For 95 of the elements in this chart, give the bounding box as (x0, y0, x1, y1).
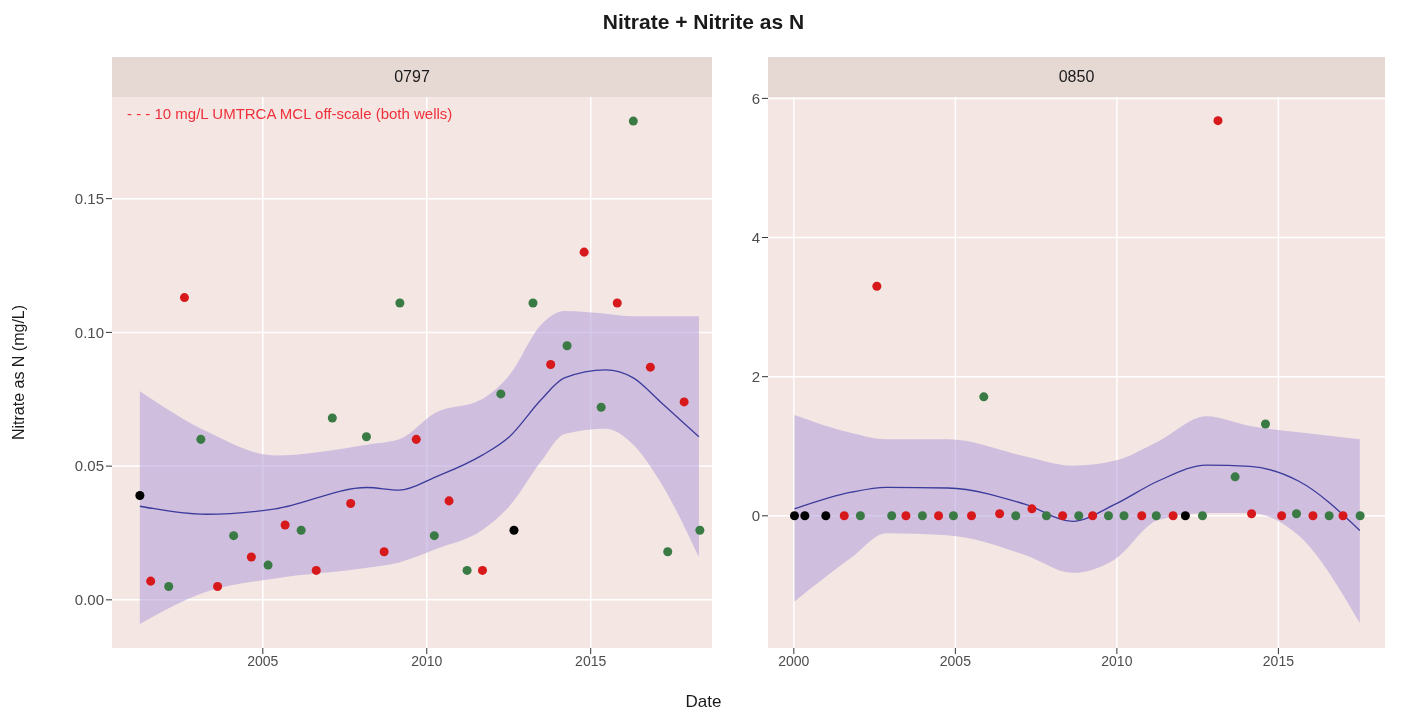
point (1041, 511, 1051, 521)
point (695, 525, 705, 535)
chart-subtitle: 0797 (112, 57, 712, 97)
chart-subtitle: 0850 (768, 57, 1385, 97)
point (1355, 511, 1365, 521)
point (164, 581, 174, 591)
point (628, 116, 638, 126)
point (562, 341, 572, 351)
point (528, 298, 538, 308)
point (579, 247, 589, 257)
point (1277, 511, 1287, 521)
y-tick-label: 2 (751, 368, 760, 385)
point (596, 402, 606, 412)
point (1119, 511, 1129, 521)
point (612, 298, 622, 308)
point (645, 362, 655, 372)
x-tick-label: 2010 (411, 652, 443, 669)
point (934, 511, 944, 521)
y-tick-label: 6 (751, 89, 760, 107)
point (839, 511, 849, 521)
x-tick-label: 2010 (1101, 652, 1133, 669)
y-tick-label: 4 (751, 228, 760, 246)
point (462, 565, 472, 575)
chart-title: Nitrate + Nitrite as N (601, 10, 806, 34)
point (1247, 509, 1257, 519)
point (1291, 509, 1301, 519)
x-tick-label: 2015 (1262, 652, 1295, 669)
point (196, 434, 206, 444)
x-tick-label: 2015 (575, 652, 607, 669)
line-series (793, 464, 1361, 532)
annotation: - - - 10 mg/L UMTRCA MCL off-scale (both wells) (127, 105, 453, 122)
point (948, 511, 958, 521)
point (995, 509, 1005, 519)
point (1180, 511, 1190, 521)
point (663, 547, 673, 557)
point (1027, 504, 1037, 514)
point (146, 576, 156, 586)
point (872, 281, 882, 291)
point (395, 298, 405, 308)
y-tick-label: 0.05 (74, 457, 104, 475)
point (346, 499, 356, 509)
point (1103, 511, 1113, 521)
point (821, 511, 831, 521)
point (411, 434, 421, 444)
point (296, 525, 306, 535)
point (444, 496, 454, 506)
point (789, 511, 799, 521)
point (1011, 511, 1021, 521)
x-axis-title: Date (684, 692, 723, 712)
point (509, 525, 519, 535)
point (379, 547, 389, 557)
point (679, 397, 689, 407)
point (1213, 116, 1223, 126)
point (213, 581, 223, 591)
point (263, 560, 273, 570)
y-tick-label: 0.10 (74, 323, 104, 341)
point (477, 565, 488, 575)
point (179, 293, 189, 303)
point (1338, 511, 1348, 521)
point (917, 511, 927, 521)
point (229, 531, 239, 541)
point (546, 359, 556, 369)
point (1074, 511, 1084, 521)
point (1324, 511, 1334, 521)
point (280, 520, 290, 530)
point (1137, 511, 1147, 521)
point (1308, 511, 1318, 521)
point (1260, 419, 1270, 429)
point (800, 511, 810, 521)
line-series (139, 369, 700, 515)
point (855, 511, 865, 521)
x-tick-label: 2005 (939, 652, 972, 669)
x-tick-label: 2005 (247, 652, 279, 669)
point (1230, 472, 1240, 482)
y-tick-label: 0 (751, 507, 760, 525)
point (311, 565, 321, 575)
point (901, 511, 911, 521)
point (361, 432, 371, 442)
y-axis-title: Nitrate as N (mg/L) (9, 304, 27, 441)
point (1197, 511, 1207, 521)
point (1151, 511, 1161, 521)
x-tick-label: 2000 (778, 652, 810, 669)
point (1058, 511, 1068, 521)
point (496, 389, 506, 399)
point (887, 511, 897, 521)
point (327, 413, 337, 423)
point (429, 531, 439, 541)
point (1088, 511, 1098, 521)
point (246, 552, 256, 562)
point (1168, 511, 1178, 521)
point (967, 511, 977, 521)
point (979, 392, 989, 402)
y-tick-label: 0.00 (74, 591, 104, 609)
y-tick-label: 0.15 (74, 189, 104, 207)
point (135, 491, 145, 501)
